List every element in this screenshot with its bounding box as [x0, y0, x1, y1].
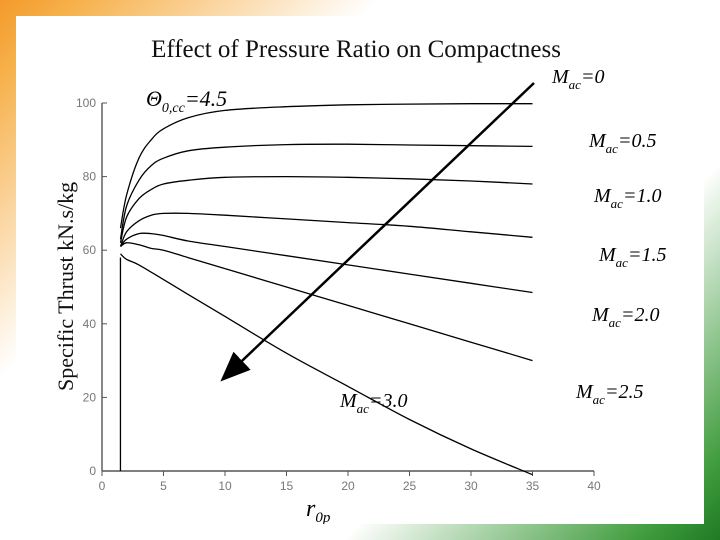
chart-plot: 0 5 10 15 20 25 30 35 40 0 20 40 60 80 100 Mac=0 Mac=0.…: [76, 66, 666, 524]
x-tick-label: 25: [403, 479, 417, 493]
series-line-0: [119, 103, 533, 229]
chart-panel: Effect of Pressure Ratio on Compactness …: [16, 16, 704, 524]
y-tick-label: 80: [83, 170, 97, 184]
series-label-0: Mac=0: [551, 66, 604, 92]
y-tick-label: 60: [83, 243, 97, 257]
series-line-2: [119, 175, 533, 243]
x-tick-label: 30: [464, 479, 478, 493]
x-tick-label: 35: [526, 479, 540, 493]
x-tick-label: 15: [280, 479, 294, 493]
series-line-3: [119, 212, 533, 247]
series-label-6: Mac=3.0: [339, 390, 407, 416]
series-label-1: Mac=0.5: [588, 130, 656, 156]
x-tick-label: 5: [160, 479, 167, 493]
trend-arrow: [220, 82, 535, 382]
series-line-1: [119, 143, 533, 240]
y-tick-label: 0: [89, 464, 96, 478]
x-tick-label: 20: [341, 479, 355, 493]
series-label-4: Mac=2.0: [591, 304, 659, 330]
series-line-6: [120, 253, 533, 476]
x-tick-label: 10: [218, 479, 232, 493]
x-axis-label: r0p: [306, 496, 331, 524]
y-tick-label: 40: [83, 317, 97, 331]
y-tick-label: 100: [76, 96, 96, 110]
series-line-4: [119, 232, 533, 294]
theta-label: Θ0,cc=4.5: [146, 86, 227, 116]
series-label-3: Mac=1.5: [598, 244, 666, 270]
x-tick-label: 0: [99, 479, 106, 493]
chart-title: Effect of Pressure Ratio on Compactness: [151, 36, 561, 63]
y-tick-label: 20: [83, 390, 97, 404]
series-line-5: [120, 242, 533, 362]
x-tick-label: 40: [587, 479, 601, 493]
series-label-5: Mac=2.5: [575, 381, 643, 407]
series-label-2: Mac=1.0: [593, 185, 661, 211]
